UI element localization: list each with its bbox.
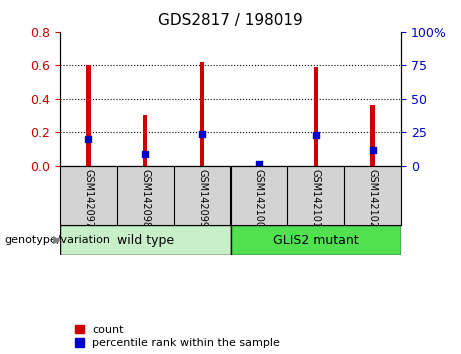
Text: ▶: ▶ bbox=[53, 235, 62, 245]
Legend: count, percentile rank within the sample: count, percentile rank within the sample bbox=[75, 325, 280, 348]
Text: GSM142097: GSM142097 bbox=[83, 169, 94, 228]
Point bbox=[255, 161, 263, 166]
Point bbox=[198, 131, 206, 137]
Bar bbox=[313, 67, 318, 166]
Title: GDS2817 / 198019: GDS2817 / 198019 bbox=[158, 13, 303, 28]
Text: GSM142102: GSM142102 bbox=[367, 169, 378, 228]
Text: GSM142100: GSM142100 bbox=[254, 169, 264, 228]
Text: GSM142101: GSM142101 bbox=[311, 169, 321, 228]
Text: genotype/variation: genotype/variation bbox=[5, 235, 111, 245]
Bar bbox=[230, 225, 401, 255]
Point bbox=[312, 132, 319, 138]
Bar bbox=[86, 65, 91, 166]
Text: wild type: wild type bbox=[117, 234, 174, 246]
Text: GSM142098: GSM142098 bbox=[140, 169, 150, 228]
Point bbox=[369, 147, 376, 153]
Bar bbox=[370, 105, 375, 166]
Point bbox=[85, 136, 92, 142]
Text: GLIS2 mutant: GLIS2 mutant bbox=[273, 234, 359, 246]
Bar bbox=[257, 161, 261, 166]
Text: GSM142099: GSM142099 bbox=[197, 169, 207, 228]
Bar bbox=[143, 115, 148, 166]
Bar bbox=[60, 225, 230, 255]
Bar bbox=[200, 62, 204, 166]
Point bbox=[142, 152, 149, 157]
